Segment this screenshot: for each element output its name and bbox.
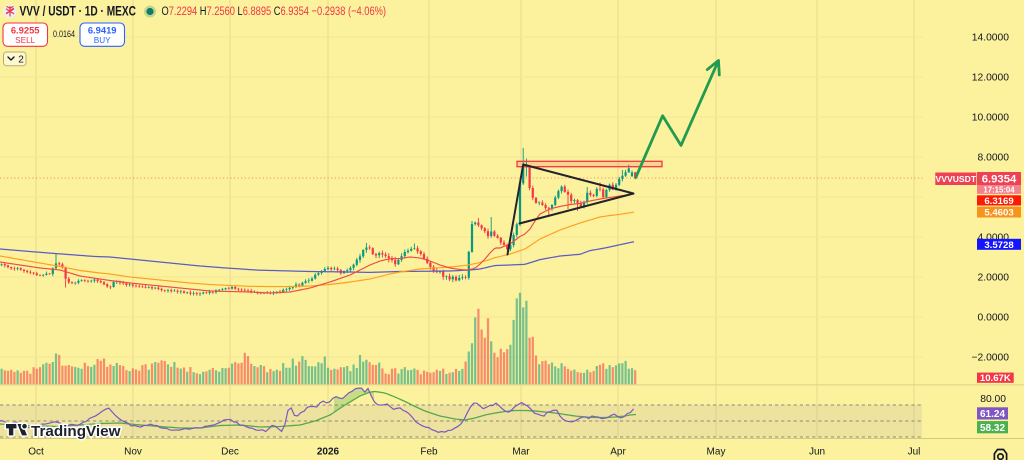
svg-text:VVV / USDT · 1D · MEXC: VVV / USDT · 1D · MEXC	[20, 3, 137, 18]
svg-text:17:15:04: 17:15:04	[983, 185, 1015, 194]
svg-text:6.9255: 6.9255	[11, 25, 40, 36]
svg-text:4.0000: 4.0000	[978, 233, 1010, 244]
svg-text:Feb: Feb	[420, 447, 438, 458]
svg-text:Apr: Apr	[610, 447, 626, 458]
svg-text:Jul: Jul	[908, 447, 921, 458]
svg-text:O7.2294 H7.2560 L6.8895 C6.935: O7.2294 H7.2560 L6.8895 C6.9354 −0.2938 …	[162, 4, 387, 18]
svg-text:0.0164: 0.0164	[53, 29, 75, 39]
svg-text:6.9419: 6.9419	[88, 25, 117, 36]
svg-text:Oct: Oct	[28, 447, 44, 458]
svg-text:6.9354: 6.9354	[982, 174, 1017, 186]
svg-text:3.5728: 3.5728	[984, 240, 1014, 251]
svg-text:2026: 2026	[317, 447, 340, 458]
svg-text:61.24: 61.24	[980, 409, 1005, 420]
svg-text:10.67K: 10.67K	[980, 373, 1011, 384]
svg-text:2: 2	[18, 55, 24, 66]
svg-text:12.0000: 12.0000	[972, 73, 1009, 84]
svg-text:Nov: Nov	[124, 447, 142, 458]
svg-text:5.4603: 5.4603	[984, 208, 1013, 219]
svg-text:BUY: BUY	[94, 36, 111, 45]
svg-text:VVVUSDT: VVVUSDT	[936, 174, 977, 184]
svg-text:80.00: 80.00	[980, 394, 1006, 405]
svg-text:Dec: Dec	[221, 447, 239, 458]
svg-text:8.0000: 8.0000	[978, 153, 1010, 164]
svg-text:14.0000: 14.0000	[972, 33, 1009, 44]
svg-text:6.3169: 6.3169	[984, 196, 1013, 207]
svg-text:Jun: Jun	[809, 447, 825, 458]
svg-text:−2.0000: −2.0000	[971, 353, 1009, 364]
svg-text:10.0000: 10.0000	[972, 113, 1009, 124]
svg-text:0.0000: 0.0000	[978, 313, 1010, 324]
svg-text:TradingView: TradingView	[31, 423, 121, 440]
svg-text:58.32: 58.32	[980, 423, 1005, 434]
svg-text:2.0000: 2.0000	[978, 273, 1010, 284]
svg-text:Mar: Mar	[512, 447, 530, 458]
svg-text:SELL: SELL	[15, 36, 35, 45]
svg-text:May: May	[707, 447, 726, 458]
